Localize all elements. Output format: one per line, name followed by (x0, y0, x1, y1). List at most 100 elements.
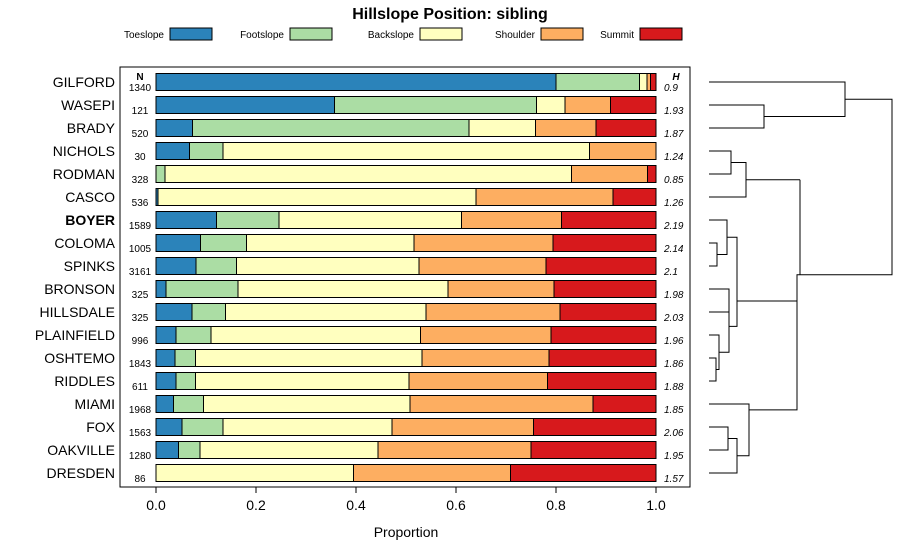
n-label-gilford: 1340 (129, 83, 152, 94)
bar-nichols-backslope (222, 142, 590, 160)
bar-plainfield-summit (550, 326, 657, 344)
row-labels: GILFORD WASEPI BRADY NICHOLS RODMAN CASCO BOYE… (35, 74, 116, 481)
n-label-oakville: 1280 (129, 451, 152, 462)
bar-riddles-summit (547, 372, 657, 390)
n-labels: 1340 121 520 30 328 536 1589 1005 3161 325 325 996 1… (129, 83, 152, 485)
bar-fox-summit (533, 418, 657, 436)
dendrogram-branch-8 (709, 357, 717, 382)
x-tick-label-3: 0.6 (446, 497, 466, 513)
bar-coloma-summit (552, 234, 657, 252)
bar-fox-toeslope (155, 418, 183, 436)
bar-gilford-footslope (555, 73, 640, 91)
bar-boyer-backslope (278, 211, 462, 229)
bar-brady-summit (595, 119, 657, 137)
bar-nichols-footslope (189, 142, 224, 160)
h-label-brady: 1.87 (664, 129, 684, 140)
bar-casco-backslope (157, 188, 477, 206)
h-label-casco: 1.26 (664, 198, 684, 209)
n-label-plainfield: 996 (132, 336, 149, 347)
row-label-coloma: COLOMA (54, 235, 115, 251)
bar-hillsdale-summit (559, 303, 657, 321)
bar-coloma-backslope (246, 234, 415, 252)
bar-boyer-footslope (216, 211, 280, 229)
bar-bronson-footslope (165, 280, 239, 298)
bar-oshtemo-backslope (195, 349, 423, 367)
bar-fox-shoulder (391, 418, 534, 436)
h-label-gilford: 0.9 (664, 83, 678, 94)
h-label-oshtemo: 1.86 (664, 359, 684, 370)
h-label-riddles: 1.88 (664, 382, 684, 393)
bar-wasepi-backslope (536, 96, 566, 114)
row-label-hillsdale: HILLSDALE (40, 304, 115, 320)
n-label-dresden: 86 (134, 474, 146, 485)
bar-oshtemo-footslope (174, 349, 196, 367)
bar-gilford-summit (650, 73, 657, 91)
bar-hillsdale-footslope (191, 303, 226, 321)
row-label-dresden: DRESDEN (47, 465, 115, 481)
n-label-bronson: 325 (132, 290, 149, 301)
row-label-rodman: RODMAN (53, 166, 115, 182)
bar-miami-toeslope (155, 395, 174, 413)
bar-rodman-backslope (164, 165, 572, 183)
legend-label-footslope: Footslope (240, 30, 284, 41)
dendrogram-branch-9 (709, 334, 720, 370)
dendrogram-branch-5 (709, 242, 718, 267)
h-label-coloma: 2.14 (663, 244, 684, 255)
bar-spinks-footslope (195, 257, 237, 275)
h-label-miami: 1.85 (664, 405, 684, 416)
bar-oakville-backslope (199, 441, 379, 459)
bar-riddles-backslope (195, 372, 410, 390)
bar-oshtemo-toeslope (155, 349, 176, 367)
n-label-coloma: 1005 (129, 244, 152, 255)
bar-coloma-toeslope (155, 234, 201, 252)
dendrogram-branch-13 (709, 438, 738, 474)
bar-brady-toeslope (155, 119, 193, 137)
row-label-brady: BRADY (67, 120, 116, 136)
row-label-riddles: RIDDLES (54, 373, 115, 389)
dendrogram-branch-14 (709, 403, 750, 457)
plot-frame (119, 66, 691, 488)
bar-gilford-toeslope (155, 73, 557, 91)
bar-oakville-footslope (178, 441, 201, 459)
h-column-header: H (672, 72, 680, 83)
h-label-spinks: 2.1 (663, 267, 678, 278)
legend-swatch-footslope (289, 27, 333, 41)
n-label-nichols: 30 (134, 152, 146, 163)
bar-boyer-toeslope (155, 211, 217, 229)
x-axis: 0.0 0.2 0.4 0.6 0.8 1.0 (146, 487, 666, 513)
n-label-riddles: 611 (132, 382, 148, 393)
bar-spinks-backslope (236, 257, 420, 275)
h-label-rodman: 0.85 (664, 175, 684, 186)
bar-nichols-toeslope (155, 142, 190, 160)
x-tick-label-4: 0.8 (546, 497, 566, 513)
dendrogram-branch-7 (709, 288, 730, 313)
dendrogram-branch-12 (709, 426, 729, 451)
dendrogram-branch-15 (737, 300, 798, 411)
dendrogram-branch-2 (709, 150, 732, 175)
n-label-spinks: 3161 (129, 267, 152, 278)
bar-oakville-shoulder (377, 441, 532, 459)
bar-oakville-toeslope (155, 441, 179, 459)
bar-coloma-shoulder (413, 234, 554, 252)
bar-miami-shoulder (409, 395, 594, 413)
h-label-fox: 2.06 (663, 428, 684, 439)
row-label-spinks: SPINKS (64, 258, 115, 274)
bar-plainfield-shoulder (420, 326, 552, 344)
bar-riddles-footslope (175, 372, 196, 390)
bar-brady-footslope (192, 119, 470, 137)
bar-spinks-summit (545, 257, 657, 275)
bar-spinks-toeslope (155, 257, 197, 275)
n-label-fox: 1563 (129, 428, 152, 439)
bar-casco-shoulder (475, 188, 614, 206)
dendrogram-branch-4 (800, 98, 893, 276)
x-tick-label-2: 0.4 (346, 497, 366, 513)
legend-label-toeslope: Toeslope (124, 30, 164, 41)
h-label-plainfield: 1.96 (664, 336, 684, 347)
chart-title: Hillslope Position: sibling (352, 6, 548, 23)
bar-rodman-shoulder (571, 165, 648, 183)
bar-oakville-summit (530, 441, 657, 459)
legend-label-shoulder: Shoulder (495, 30, 536, 41)
bar-wasepi-summit (610, 96, 657, 114)
bar-bronson-backslope (237, 280, 449, 298)
row-label-oakville: OAKVILLE (47, 442, 115, 458)
